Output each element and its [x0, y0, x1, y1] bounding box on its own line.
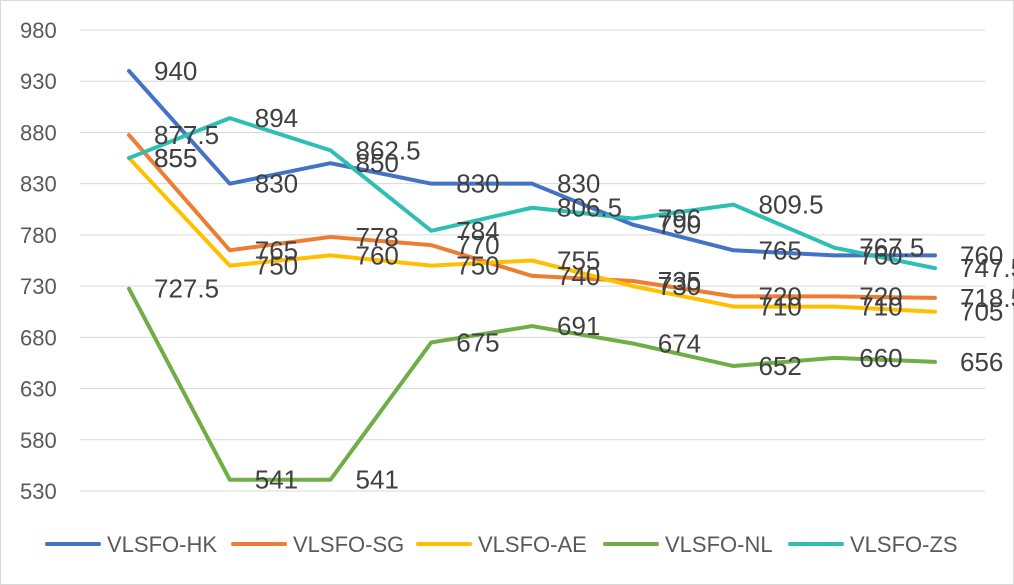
data-label: 806.5	[557, 193, 622, 223]
data-label: 760	[960, 240, 1003, 270]
data-label: 750	[255, 251, 298, 281]
data-label: 830	[255, 169, 298, 199]
data-label: 778	[356, 222, 399, 252]
legend-label: VLSFO-ZS	[850, 532, 958, 557]
y-tick-label: 680	[20, 325, 57, 350]
data-label: 760	[356, 240, 399, 270]
y-tick-label: 630	[20, 377, 57, 402]
legend-label: VLSFO-SG	[293, 532, 404, 557]
series-lines	[127, 68, 937, 482]
y-tick-label: 530	[20, 479, 57, 504]
y-tick-label: 780	[20, 223, 57, 248]
data-label: 830	[456, 169, 499, 199]
series-line-vlsfo-sg	[127, 133, 937, 300]
data-label: 760	[859, 240, 902, 270]
series-line-vlsfo-nl	[127, 286, 937, 482]
data-label: 750	[456, 251, 499, 281]
data-label: 541	[356, 465, 399, 495]
data-label: 796	[658, 203, 701, 233]
data-label: 710	[759, 292, 802, 322]
y-tick-label: 980	[20, 18, 57, 43]
y-axis-ticks: 530 580 630 680 730 780 830 880 930 980	[20, 18, 57, 504]
data-label: 652	[759, 351, 802, 381]
data-label: 730	[658, 271, 701, 301]
y-tick-label: 580	[20, 428, 57, 453]
data-label: 675	[456, 327, 499, 357]
data-label: 674	[658, 328, 701, 358]
legend: VLSFO-HK VLSFO-SG VLSFO-AE VLSFO-NL VLSFO-ZS	[45, 532, 958, 557]
data-label: 940	[154, 56, 197, 86]
y-tick-label: 730	[20, 274, 57, 299]
data-label: 855	[154, 143, 197, 173]
data-label: 740	[557, 261, 600, 291]
series-line-vlsfo-ae	[127, 156, 937, 314]
data-label: 718.5	[960, 283, 1014, 313]
data-label: 767.5	[859, 233, 924, 263]
y-tick-label: 880	[20, 120, 57, 145]
data-label: 541	[255, 465, 298, 495]
legend-label: VLSFO-AE	[478, 532, 587, 557]
data-label: 790	[658, 210, 701, 240]
data-label: 809.5	[759, 190, 824, 220]
legend-label: VLSFO-NL	[665, 532, 773, 557]
legend-label: VLSFO-HK	[107, 532, 217, 557]
data-label: 877.5	[154, 120, 219, 150]
data-label: 850	[356, 148, 399, 178]
data-label: 765	[255, 235, 298, 265]
data-label: 855	[154, 143, 197, 173]
series-line-vlsfo-zs	[127, 116, 937, 271]
data-label: 727.5	[154, 274, 219, 304]
data-label: 830	[557, 169, 600, 199]
data-label: 720	[859, 281, 902, 311]
data-labels: 940 830 850 830 830 790 765 760 760 877.5 765 778 77…	[154, 56, 1014, 495]
data-label: 747.5	[960, 253, 1014, 283]
y-tick-label: 830	[20, 172, 57, 197]
data-label: 894	[255, 103, 298, 133]
data-label: 784	[456, 216, 499, 246]
data-label: 765	[759, 235, 802, 265]
data-label: 710	[859, 292, 902, 322]
data-label: 691	[557, 311, 600, 341]
data-label: 755	[557, 246, 600, 276]
data-label: 705	[960, 297, 1003, 327]
data-label: 720	[759, 281, 802, 311]
data-label: 862.5	[356, 135, 421, 165]
data-label: 735	[658, 266, 701, 296]
series-line-vlsfo-hk	[127, 68, 937, 258]
data-label: 660	[859, 343, 902, 373]
data-label: 656	[960, 347, 1003, 377]
y-tick-label: 930	[20, 69, 57, 94]
gridlines	[80, 29, 985, 492]
data-label: 770	[456, 230, 499, 260]
